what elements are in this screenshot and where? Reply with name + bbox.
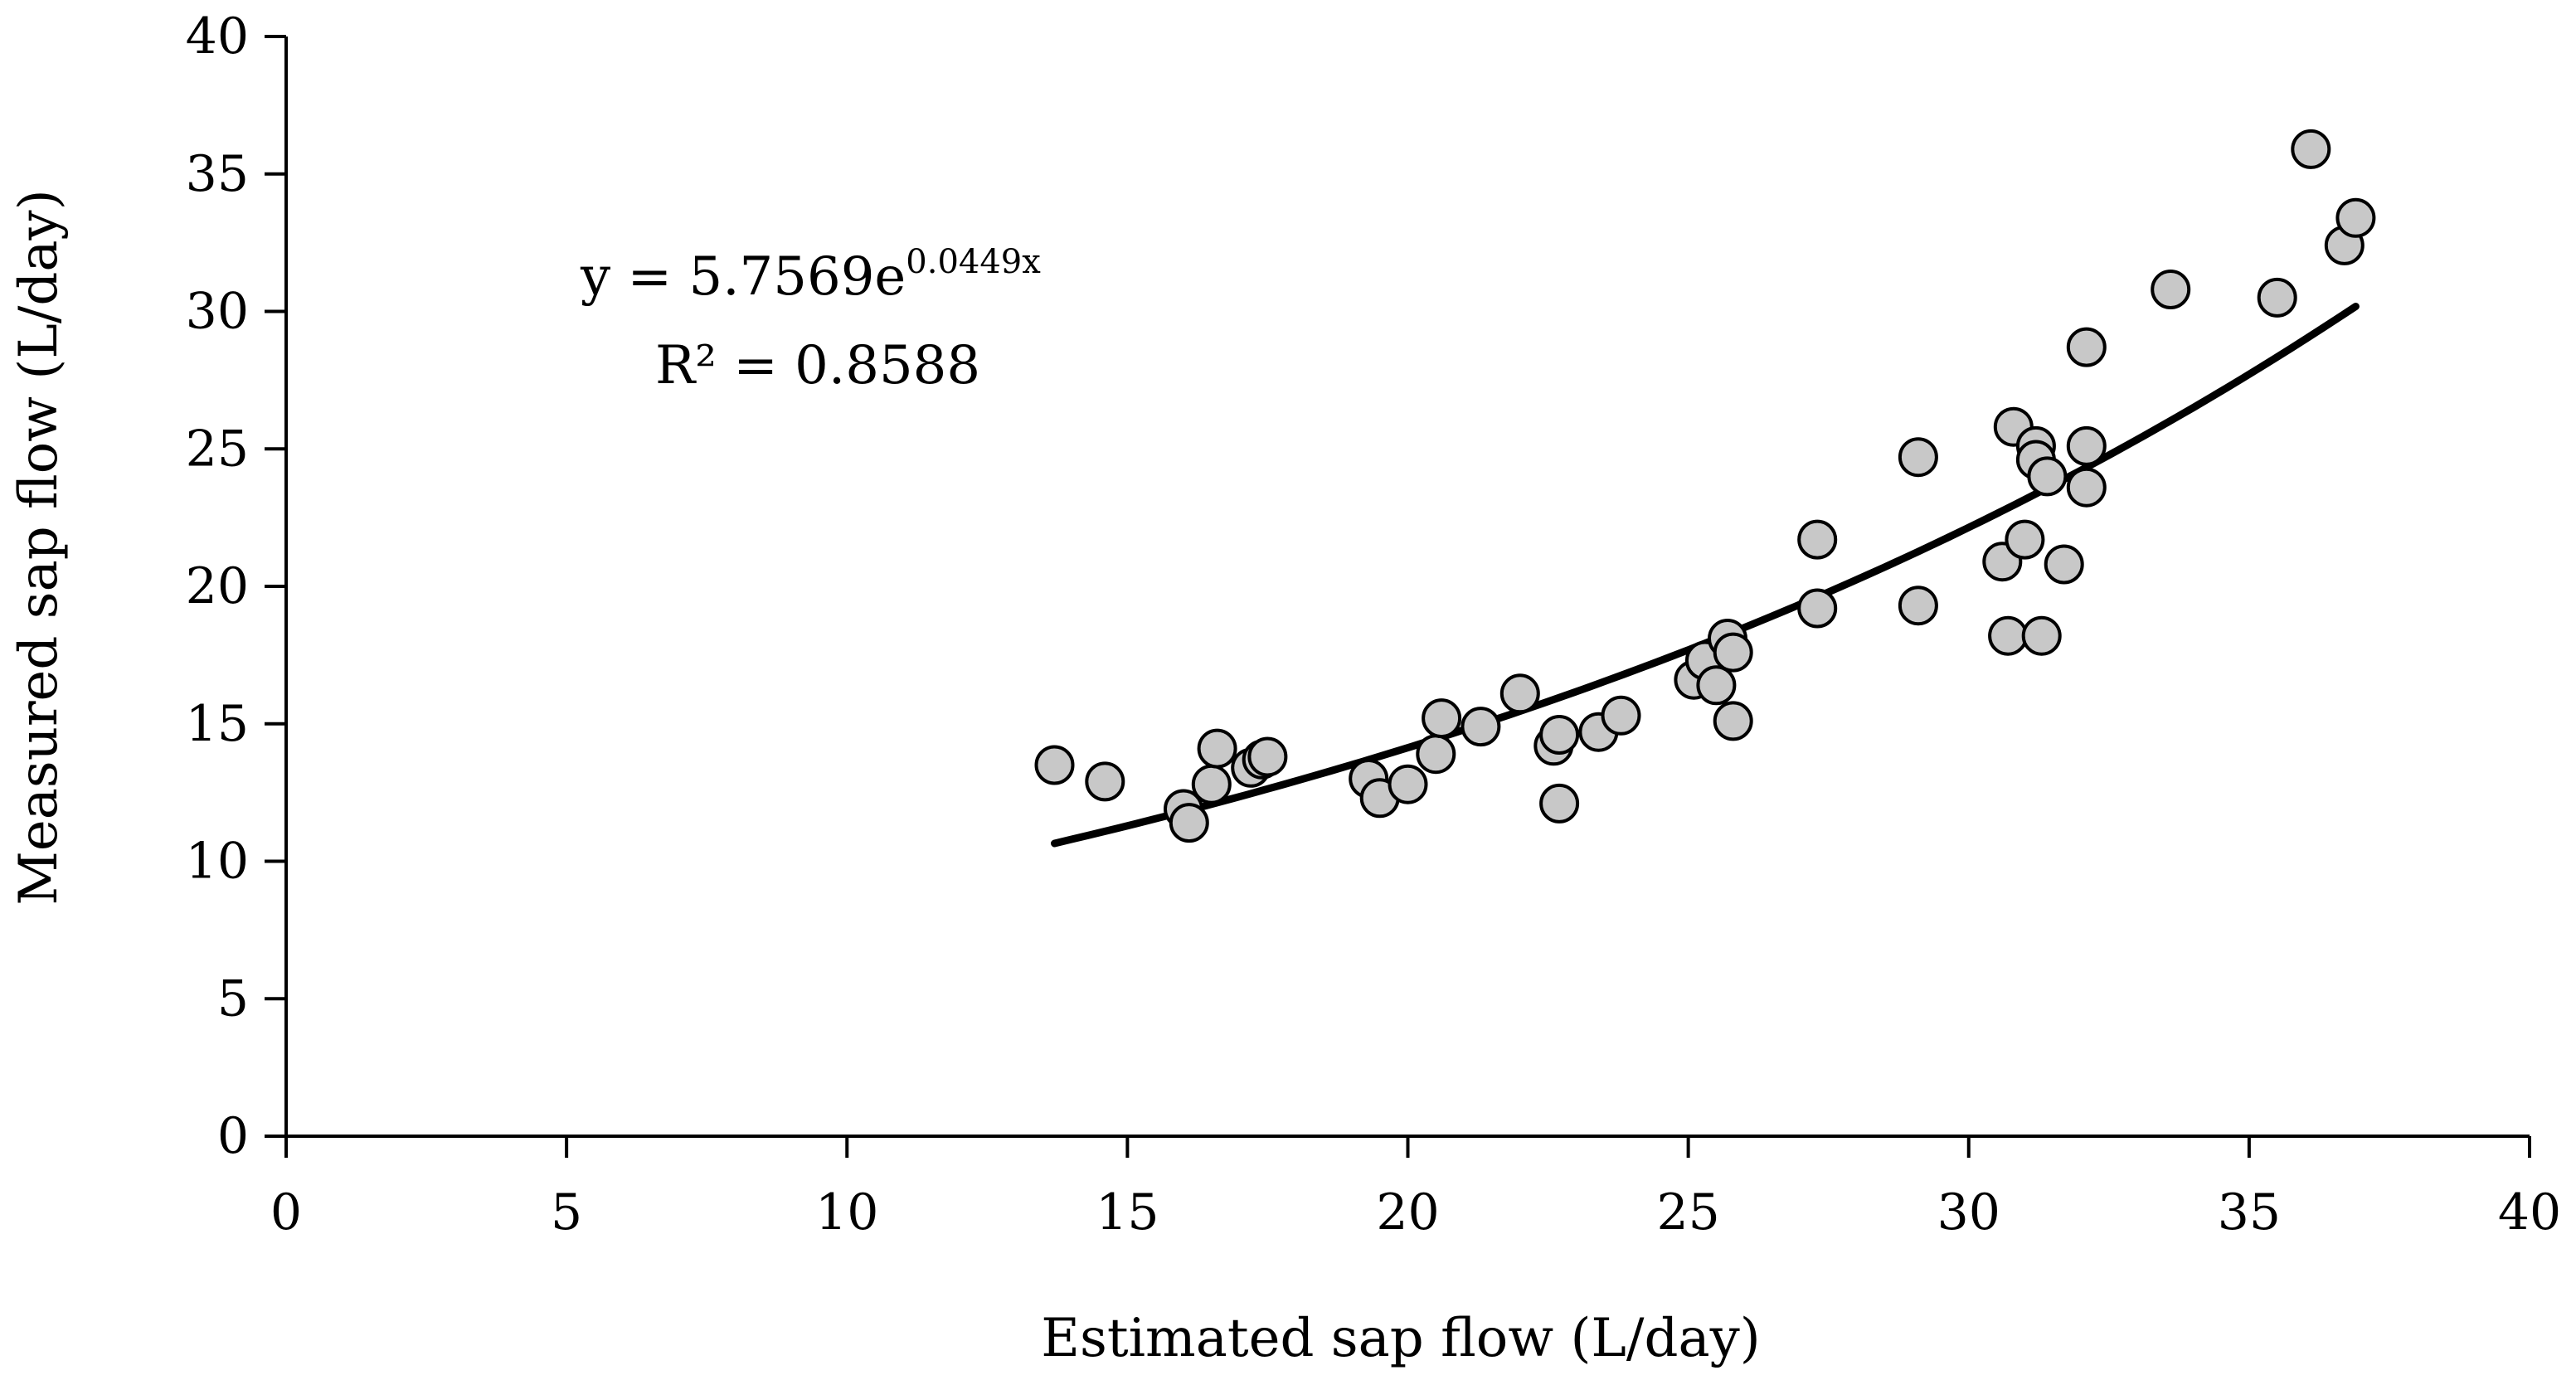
data-point: [1499, 673, 1540, 714]
data-point: [1797, 588, 1838, 629]
x-tick-label: 20: [1376, 1183, 1439, 1242]
x-tick-label: 35: [2218, 1183, 2281, 1242]
data-point: [1247, 736, 1288, 777]
y-tick-label: 35: [186, 145, 249, 203]
data-point: [2151, 270, 2191, 309]
data-point: [1898, 437, 1938, 478]
data-point: [1034, 745, 1075, 785]
data-point: [1898, 586, 1938, 626]
data-point: [1539, 783, 1580, 824]
data-point: [1388, 764, 1428, 804]
y-tick-label: 20: [186, 557, 249, 615]
y-tick-label: 0: [217, 1107, 249, 1165]
y-tick-label: 10: [186, 833, 249, 891]
y-tick-label: 15: [186, 695, 249, 753]
x-tick-label: 25: [1656, 1183, 1719, 1242]
trendline-equation: y = 5.7569e0.0449x: [580, 243, 1041, 308]
y-axis: 0 5 10 15 20 25 30 35 40: [186, 7, 288, 1165]
r-squared-label: R² = 0.8588: [655, 335, 980, 396]
data-point: [1713, 632, 1753, 673]
x-tick-label: 40: [2498, 1183, 2561, 1242]
x-tick-label: 30: [1937, 1183, 2000, 1242]
data-point: [2335, 197, 2376, 238]
x-axis-title: Estimated sap flow (L/day): [1041, 1308, 1760, 1369]
equation-exponent: 0.0449x: [906, 243, 1041, 281]
data-point: [1191, 764, 1232, 804]
data-point: [1422, 698, 1462, 739]
y-tick-label: 30: [186, 283, 249, 341]
data-points: [1034, 129, 2376, 843]
data-point: [1197, 728, 1237, 769]
x-axis: 0 5 10 15 20 25 30 35 40: [270, 1135, 2561, 1242]
data-point: [1797, 519, 1838, 560]
data-point: [1461, 707, 1501, 747]
data-point: [1988, 615, 2029, 656]
y-tick-label: 40: [186, 7, 249, 66]
data-point: [1169, 803, 1209, 843]
data-point: [2257, 277, 2297, 318]
data-point: [2066, 425, 2107, 466]
data-point: [2027, 456, 2068, 497]
data-point: [1416, 734, 1456, 775]
data-point: [1696, 665, 1737, 706]
x-tick-label: 5: [551, 1183, 582, 1242]
data-point: [2021, 615, 2062, 656]
data-point: [2066, 467, 2107, 508]
data-point: [2044, 544, 2084, 585]
y-tick-label: 5: [217, 969, 249, 1028]
data-point: [2291, 129, 2331, 169]
x-tick-label: 10: [815, 1183, 878, 1242]
data-point: [1539, 715, 1580, 755]
equation-base: y = 5.7569e: [580, 246, 906, 308]
data-point: [2005, 519, 2045, 560]
y-axis-title: Measured sap flow (L/day): [8, 189, 70, 905]
data-point: [1713, 701, 1753, 741]
y-tick-label: 25: [186, 420, 249, 478]
data-point: [1085, 761, 1125, 802]
x-tick-label: 0: [270, 1183, 302, 1242]
data-point: [1601, 695, 1641, 736]
data-point: [2066, 327, 2107, 367]
x-tick-label: 15: [1096, 1183, 1159, 1242]
